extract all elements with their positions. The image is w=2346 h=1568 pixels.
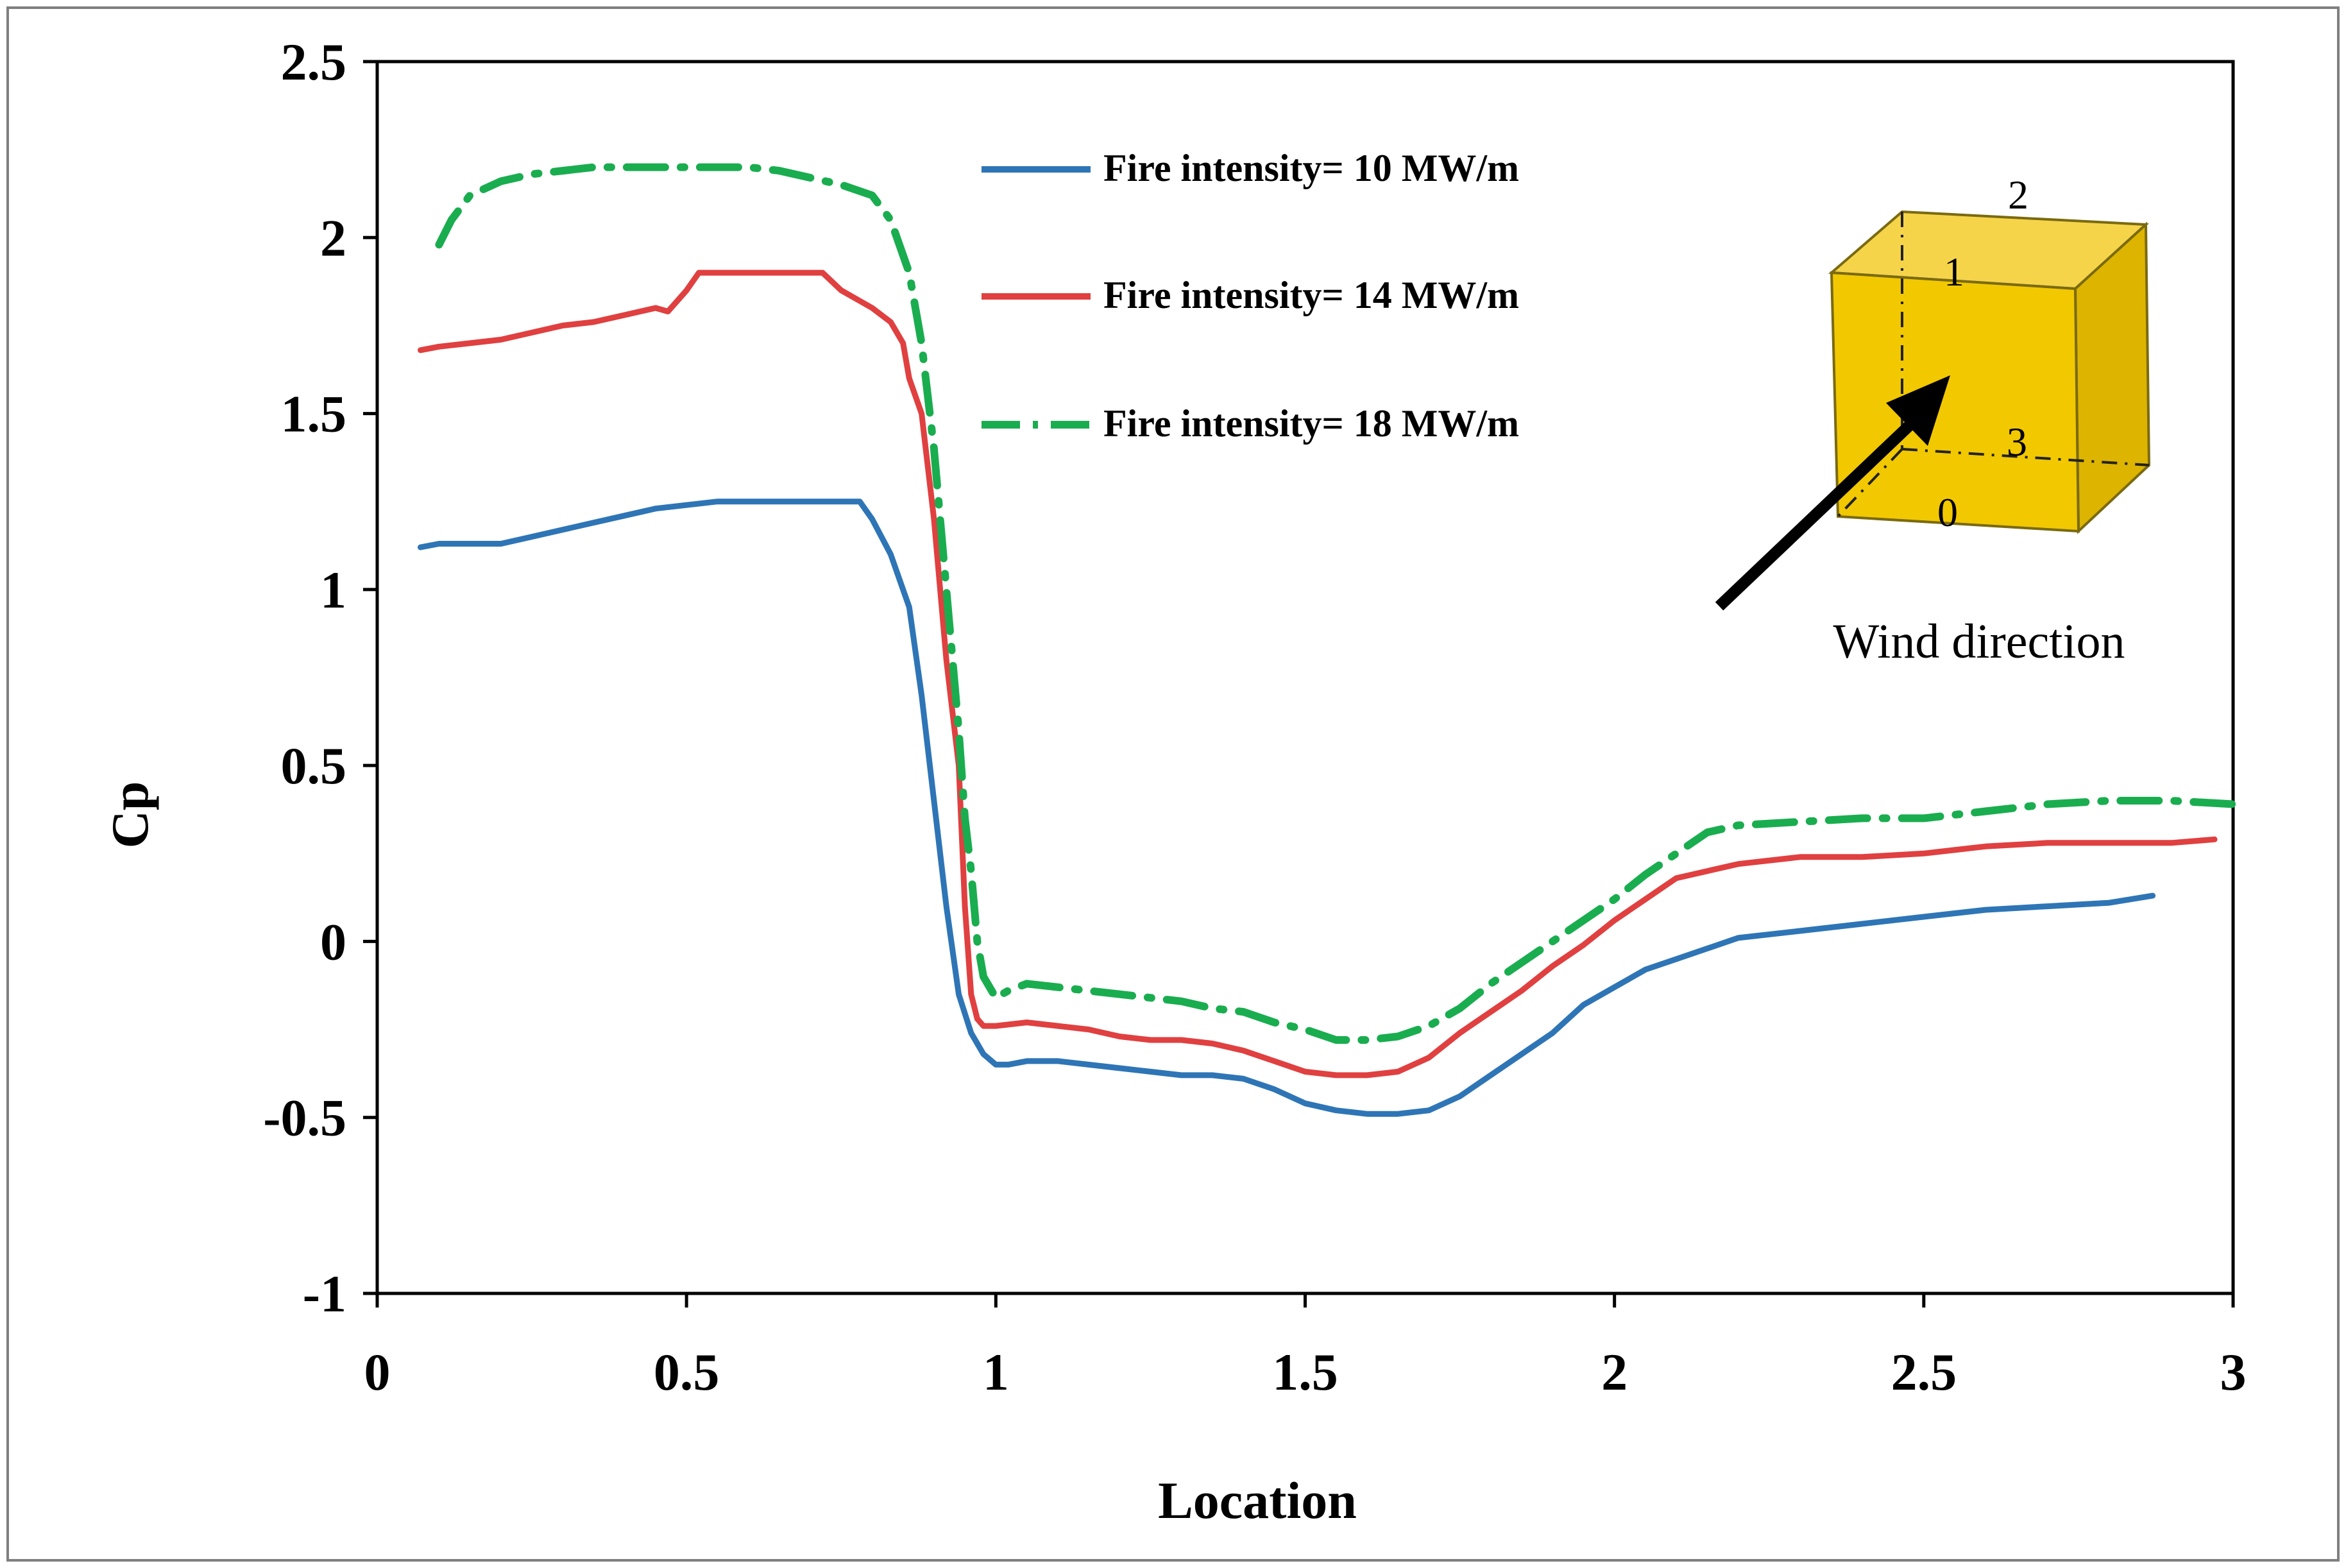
corner-label-2: 2 bbox=[2008, 172, 2028, 217]
series-line-18mw bbox=[435, 163, 2237, 1044]
legend-label-14mw: Fire intensity= 14 MW/m bbox=[1103, 274, 1519, 316]
x-tick-label: 3 bbox=[2220, 1343, 2247, 1401]
series-line-14mw bbox=[418, 269, 2218, 1078]
wind-direction-caption: Wind direction bbox=[1833, 615, 2125, 669]
building-inset: 0 1 2 3 Wind direction bbox=[1715, 172, 2151, 669]
y-tick-label: 1 bbox=[320, 561, 346, 619]
cube-hidden-edge-bottom bbox=[1901, 448, 2150, 466]
legend: Fire intensity= 10 MW/m Fire intensity= … bbox=[982, 147, 1519, 445]
corner-label-1: 1 bbox=[1944, 249, 1964, 294]
x-axis: 0 0.5 1 1.5 2 2.5 3 bbox=[364, 1293, 2247, 1401]
series-layer bbox=[418, 163, 2237, 1117]
wind-arrow-shaft bbox=[1715, 416, 1919, 611]
corner-label-3: 3 bbox=[2007, 419, 2027, 464]
wind-arrow-head bbox=[1886, 375, 1950, 446]
x-tick-label: 2 bbox=[1601, 1343, 1628, 1401]
cube-front-face bbox=[1830, 271, 2080, 533]
x-tick-label: 0.5 bbox=[654, 1343, 720, 1401]
legend-label-18mw: Fire intensity= 18 MW/m bbox=[1103, 402, 1519, 445]
series-line-10mw bbox=[418, 499, 2156, 1117]
cube-hidden-edge-diagonal bbox=[1837, 448, 1903, 518]
y-tick-label: 0 bbox=[320, 912, 346, 971]
y-tick-label: 0.5 bbox=[281, 737, 347, 795]
y-tick-label: -0.5 bbox=[263, 1089, 346, 1147]
y-tick-label: 2.5 bbox=[281, 33, 347, 91]
y-tick-label: -1 bbox=[303, 1265, 346, 1323]
y-tick-label: 2 bbox=[320, 209, 346, 267]
x-tick-label: 2.5 bbox=[1891, 1343, 1957, 1401]
y-axis: -1 -0.5 0 0.5 1 1.5 2 2.5 bbox=[263, 33, 377, 1323]
x-axis-title: Location bbox=[1158, 1471, 1357, 1530]
x-tick-label: 1.5 bbox=[1272, 1343, 1338, 1401]
y-axis-title: Cp bbox=[101, 781, 159, 849]
legend-label-10mw: Fire intensity= 10 MW/m bbox=[1103, 147, 1519, 189]
corner-label-0: 0 bbox=[1937, 490, 1958, 535]
x-tick-label: 0 bbox=[364, 1343, 391, 1401]
x-tick-label: 1 bbox=[983, 1343, 1009, 1401]
y-tick-label: 1.5 bbox=[281, 385, 347, 443]
